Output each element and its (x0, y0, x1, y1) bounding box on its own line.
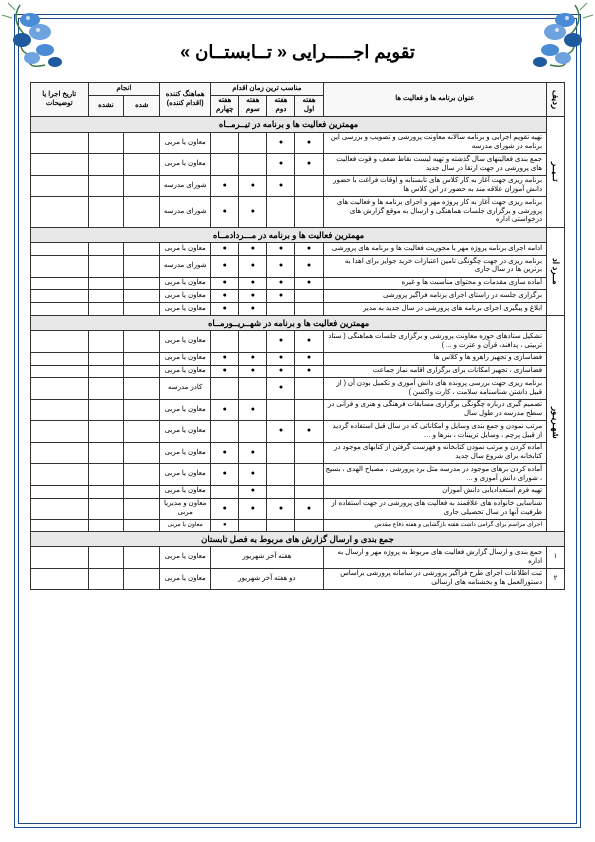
col-w3: هفته سوم (239, 95, 267, 117)
table-row: آماده کردن برهای موجود در مدرسه مثل برد … (31, 464, 565, 486)
col-timing: مناسب ترین زمان اقدام (211, 83, 323, 96)
col-done: شده (124, 95, 160, 117)
table-row: اجرای مراسم برای گرامی داشت هفته بازگشای… (31, 520, 565, 532)
calendar-table: ردیف عنوان برنامه ها و فعالیت ها مناسب ت… (30, 82, 565, 590)
table-row: فضاسازی ، تجهیز امکانات برای برگزاری اقا… (31, 365, 565, 378)
table-row: برنامه ریزی جهت آغاز به کار کلاس های تاب… (31, 175, 565, 197)
page-title: تقویم اجـــــرایی « تــابستــان » (40, 32, 555, 72)
table-row: تشکیل ستادهای حوزه معاونت پرورشی و برگزا… (31, 331, 565, 353)
section-shahrivar: مهمترین فعالیت ها و برنامه در شهــریــور… (31, 315, 547, 331)
table-row: برنامه ریزی جهت بررسی پرونده های دانش آم… (31, 378, 565, 400)
table-row: فضاسازی و تجهیز راهرو ها و کلاس ها●●●●مع… (31, 352, 565, 365)
table-row: برگزاری جلسه در راستای اجرای برنامه فراگ… (31, 290, 565, 303)
col-notes: تاریخ اجرا یا توضیحات (31, 83, 89, 117)
col-row: ردیف (547, 83, 565, 117)
col-exec: انجام (88, 83, 160, 96)
table-row: ۲ثبت اطلاعات اجرای طرح فراگیر پرورشی در … (31, 568, 565, 590)
table-row: ادامه اجرای برنامه پروژه مهر با محوریت ف… (31, 243, 565, 256)
table-row: تهیه تقویم اجرایی و برنامه سالانه معاونت… (31, 132, 565, 154)
col-activity: عنوان برنامه ها و فعالیت ها (323, 83, 547, 117)
table-row: آماده کردن و مرتب نمودن کتابخانه و فهرست… (31, 442, 565, 464)
month-tir: تــیــر (547, 117, 565, 227)
table-row: برنامه ریزی جهت آغاز به کار پروژه مهر و … (31, 197, 565, 227)
table-row: برنامه ریزی در جهت چگونگی تامین اعتبارات… (31, 256, 565, 278)
month-shahrivar: شهـریـور (547, 315, 565, 531)
section-mordad: مهمترین فعالیت ها و برنامه در مـــردادمـ… (31, 227, 547, 243)
table-row: ۱جمع بندی و ارسال گزارش فعالیت های مربوط… (31, 547, 565, 569)
table-row: مرتب نمودن و جمع بندی وسایل و امکاناتی ک… (31, 421, 565, 443)
section-tir: مهمترین فعالیت ها و برنامه در تیــرمــاه (31, 117, 547, 133)
table-row: آماده سازی مقدمات و محتوای مناسبت ها و غ… (31, 277, 565, 290)
table-row: جمع بندی فعالیتهای سال گذشته و تهیه لیست… (31, 154, 565, 176)
col-w4: هفته چهارم (211, 95, 239, 117)
table-row: تهیه فرم استعدادیابی دانش آموزان●معاون ی… (31, 485, 565, 498)
col-w2: هفته دوم (267, 95, 295, 117)
col-notdone: نشده (88, 95, 124, 117)
col-w1: هفته اول (295, 95, 323, 117)
table-row: ابلاغ و پیگیری اجرای برنامه های پرورشی د… (31, 303, 565, 316)
section-summary: جمع بندی و ارسال گزارش های مربوط به فصل … (31, 531, 565, 547)
col-coord: هماهنگ کننده (اقدام کننده) (160, 83, 211, 117)
table-row: شناسایی خانواده های علاقمند به فعالیت ها… (31, 498, 565, 520)
month-mordad: مــرد اد (547, 227, 565, 315)
table-row: تصمیم گیری درباره چگونگی برگزاری مسابقات… (31, 399, 565, 421)
